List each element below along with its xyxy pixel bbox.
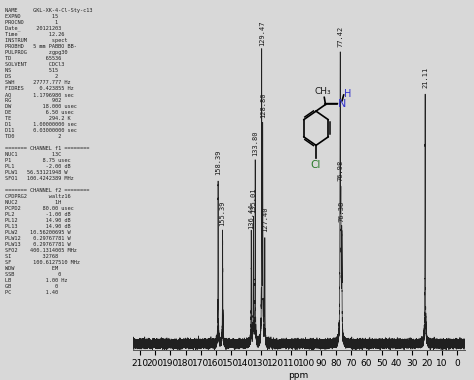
Text: NAME     GKL-XK-4-Cl-Sty-c13
EXPNO          15
PROCNO          1
Date_     20121: NAME GKL-XK-4-Cl-Sty-c13 EXPNO 15 PROCNO… — [5, 8, 92, 295]
Text: 21.11: 21.11 — [422, 67, 428, 88]
Text: 133.80: 133.80 — [252, 130, 258, 156]
Text: 129.47: 129.47 — [259, 20, 264, 46]
Text: 127.40: 127.40 — [262, 206, 268, 232]
Text: 128.80: 128.80 — [260, 92, 266, 118]
Text: N: N — [337, 99, 346, 109]
Text: Cl: Cl — [311, 160, 321, 169]
Text: 158.39: 158.39 — [215, 150, 221, 175]
Text: 76.98: 76.98 — [338, 159, 344, 180]
Text: 77.42: 77.42 — [337, 26, 343, 47]
X-axis label: ppm: ppm — [289, 371, 309, 380]
Text: 136.44: 136.44 — [248, 203, 254, 228]
Text: 135.01: 135.01 — [250, 187, 256, 213]
Text: 155.39: 155.39 — [219, 200, 226, 226]
Text: CH₃: CH₃ — [314, 87, 331, 96]
Text: H: H — [344, 89, 351, 99]
Text: 76.38: 76.38 — [339, 201, 345, 222]
